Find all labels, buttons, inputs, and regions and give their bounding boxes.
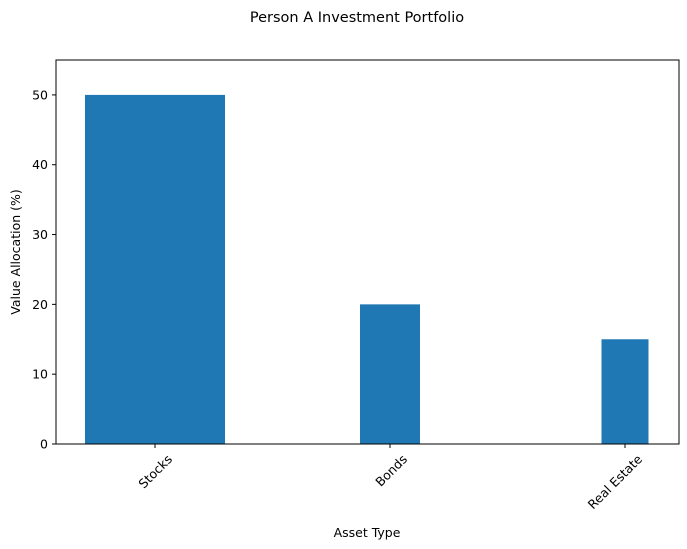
- bar-real-estate: [602, 339, 649, 444]
- x-tick-label: Real Estate: [585, 451, 646, 512]
- y-axis: 0 10 20 30 40 50: [32, 87, 56, 451]
- x-axis: Stocks Bonds Real Estate: [135, 444, 645, 512]
- y-tick-label: 40: [32, 157, 48, 172]
- x-axis-label: Asset Type: [334, 525, 401, 540]
- y-tick-label: 30: [32, 227, 48, 242]
- y-tick-label: 50: [32, 87, 48, 102]
- x-tick-label: Bonds: [372, 452, 410, 490]
- chart-title: Person A Investment Portfolio: [250, 10, 464, 26]
- y-tick-label: 0: [40, 437, 48, 452]
- bars: [85, 95, 649, 444]
- bar-stocks: [85, 95, 225, 444]
- bar-bonds: [360, 304, 420, 444]
- y-tick-label: 20: [32, 297, 48, 312]
- y-axis-label: Value Allocation (%): [8, 189, 23, 315]
- x-tick-label: Stocks: [135, 452, 175, 492]
- y-tick-label: 10: [32, 367, 48, 382]
